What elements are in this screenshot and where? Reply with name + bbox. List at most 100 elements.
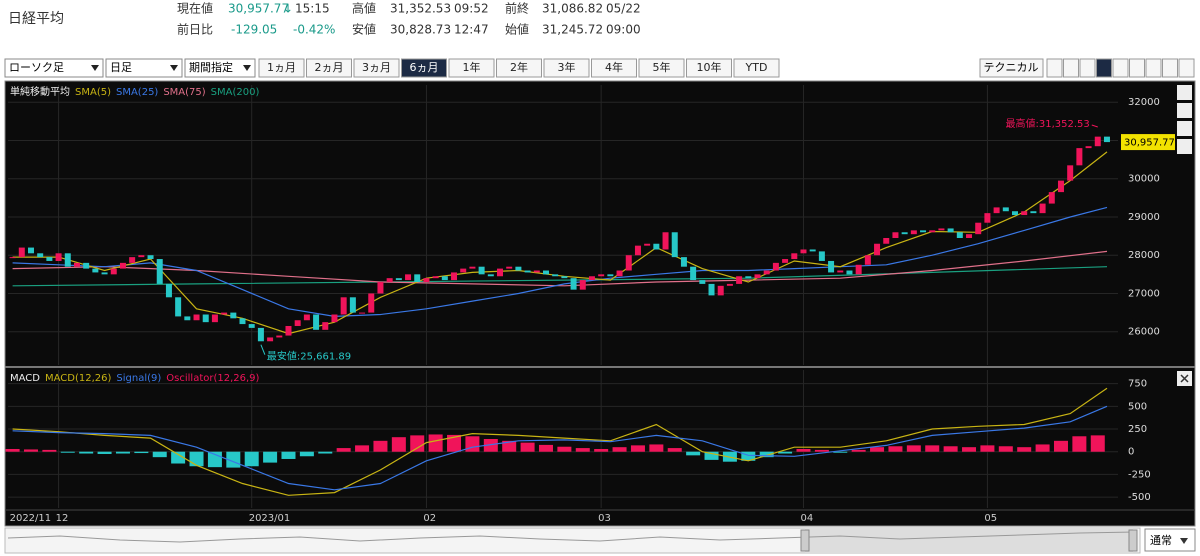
y-tick-label: 250	[1128, 424, 1147, 435]
quote-value: 30,828.73	[390, 23, 451, 37]
navigator-window[interactable]	[805, 528, 1133, 553]
candle	[1012, 211, 1019, 216]
candle	[690, 266, 697, 281]
oscillator-bar	[134, 451, 149, 454]
oscillator-bar	[741, 451, 756, 461]
candle	[138, 255, 145, 258]
candle	[552, 274, 559, 277]
oscillator-bar	[649, 444, 664, 452]
legend-entry: SMA(200)	[211, 87, 260, 98]
oscillator-bar	[778, 451, 793, 454]
navigator-handle[interactable]	[800, 529, 810, 552]
period-button[interactable]	[638, 58, 685, 78]
x-tick-label: 2023/01	[249, 513, 291, 524]
annotation: 最安値:25,661.89	[267, 350, 351, 363]
oscillator-bar	[1017, 447, 1032, 452]
candle	[947, 228, 954, 233]
candle	[395, 278, 402, 281]
quote-value: 31,245.72	[542, 23, 603, 37]
period-button[interactable]	[448, 58, 495, 78]
period-button[interactable]	[496, 58, 542, 78]
oscillator-bar	[520, 442, 535, 452]
navigator: 通常	[4, 527, 1196, 554]
tool-icon[interactable]	[1162, 58, 1178, 78]
candle	[285, 325, 292, 336]
technical-button[interactable]	[979, 58, 1044, 78]
period-button[interactable]	[401, 58, 447, 78]
tool-button[interactable]	[1177, 103, 1192, 118]
oscillator-bar	[759, 451, 774, 458]
period-label: 10年	[697, 60, 722, 74]
candle	[791, 253, 798, 260]
candle	[377, 281, 384, 294]
oscillator-bar	[336, 448, 351, 452]
candle	[782, 259, 789, 263]
quote-time: 15:15	[295, 2, 330, 16]
index-title: 日経平均	[8, 11, 64, 27]
candle	[432, 276, 439, 279]
candle	[570, 278, 577, 290]
select-box[interactable]	[4, 58, 104, 78]
dropdown-arrow	[243, 65, 251, 71]
period-button[interactable]	[543, 58, 590, 78]
candle	[101, 272, 108, 275]
period-label: 5年	[653, 60, 671, 74]
oscillator-bar	[502, 440, 517, 452]
tool-icon[interactable]	[1145, 58, 1162, 78]
mode-label: 通常	[1150, 534, 1172, 547]
select-box[interactable]	[105, 58, 183, 78]
candle	[230, 312, 237, 319]
candle	[64, 253, 71, 267]
tool-icon[interactable]	[1129, 58, 1145, 78]
candle	[313, 314, 320, 330]
candle	[938, 228, 945, 231]
tool-button[interactable]	[1177, 139, 1192, 154]
tool-icon[interactable]	[1112, 58, 1129, 78]
tool-icon[interactable]	[1046, 58, 1063, 78]
candle	[846, 270, 853, 275]
period-button[interactable]	[306, 58, 352, 78]
candle	[588, 276, 595, 281]
tool-icon[interactable]	[1079, 58, 1096, 78]
tool-button[interactable]	[1177, 85, 1192, 100]
annotation-leader	[1091, 124, 1098, 128]
mode-select[interactable]	[1144, 528, 1196, 552]
oscillator-bar	[152, 451, 167, 458]
period-button[interactable]	[686, 58, 732, 78]
period-button[interactable]	[258, 58, 305, 78]
quote-value: 31,352.53	[390, 2, 451, 16]
quote-label: 前終	[505, 1, 529, 16]
candle	[662, 232, 669, 250]
select-box[interactable]	[184, 58, 256, 78]
candle	[966, 234, 973, 239]
candle	[478, 266, 485, 275]
candle	[524, 270, 531, 273]
tool-icon[interactable]	[1063, 58, 1079, 78]
quote-value: 31,086.82	[542, 2, 603, 16]
oscillator-bar	[796, 448, 811, 452]
period-button[interactable]	[353, 58, 400, 78]
candle	[193, 314, 200, 321]
tool-icon[interactable]	[1178, 58, 1195, 78]
tool-icon[interactable]	[1096, 58, 1112, 78]
oscillator-bar	[1072, 436, 1087, 452]
quote-time: 09:52	[454, 2, 489, 16]
period-label: 1ヵ月	[267, 61, 296, 74]
candle	[386, 278, 393, 282]
quote-label: 高値	[352, 1, 376, 16]
tool-button[interactable]	[1177, 121, 1192, 136]
x-tick-label: 2022/11	[10, 513, 52, 524]
candle	[579, 280, 586, 290]
y-tick-label: 0	[1128, 447, 1134, 458]
oscillator-bar	[42, 449, 57, 452]
period-button[interactable]	[733, 58, 780, 78]
quote-label: 現在値	[177, 1, 213, 16]
navigator-handle[interactable]	[1128, 529, 1138, 552]
select-label: 期間指定	[189, 60, 233, 74]
candle	[754, 274, 761, 279]
period-button[interactable]	[591, 58, 637, 78]
candle	[726, 283, 733, 286]
oscillator-bar	[171, 451, 186, 464]
